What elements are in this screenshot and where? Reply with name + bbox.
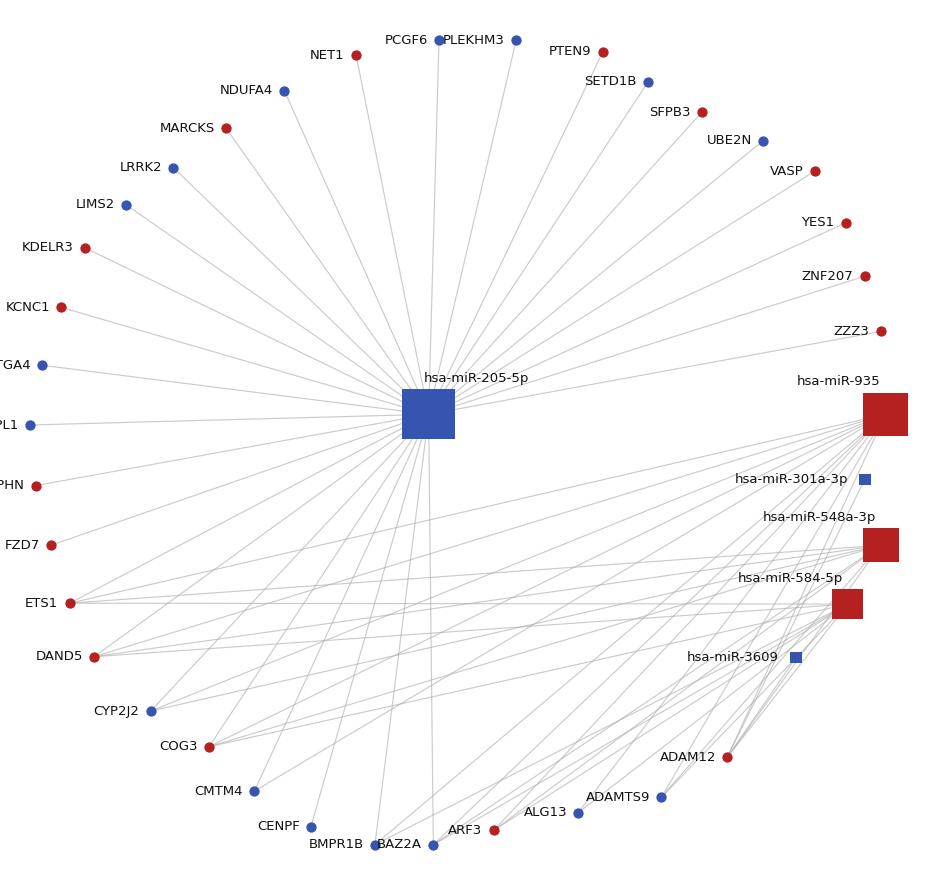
Point	[349, 48, 364, 62]
Bar	[863, 393, 908, 436]
Point	[486, 823, 501, 838]
Text: NDUFA4: NDUFA4	[219, 85, 273, 97]
Text: CENPF: CENPF	[257, 821, 300, 833]
Point	[247, 784, 262, 798]
Text: GPHN: GPHN	[0, 479, 24, 492]
Text: COG3: COG3	[159, 740, 198, 753]
Text: ARF3: ARF3	[448, 824, 482, 837]
Text: ZNF207: ZNF207	[802, 270, 853, 282]
Text: hsa-miR-205-5p: hsa-miR-205-5p	[424, 372, 529, 385]
Point	[509, 33, 524, 47]
Point	[595, 45, 610, 59]
Text: KCNC1: KCNC1	[6, 301, 50, 314]
Text: hsa-miR-301a-3p: hsa-miR-301a-3p	[735, 473, 848, 486]
Text: SFPB3: SFPB3	[649, 106, 690, 119]
Text: PCGF6: PCGF6	[384, 34, 428, 46]
Point	[720, 750, 735, 764]
Text: BAZ2A: BAZ2A	[377, 838, 422, 851]
Text: ALG13: ALG13	[524, 806, 567, 819]
Text: hsa-miR-548a-3p: hsa-miR-548a-3p	[763, 511, 876, 524]
Bar	[789, 652, 803, 663]
Point	[571, 805, 586, 820]
Text: FZD7: FZD7	[5, 539, 40, 552]
Text: NET1: NET1	[310, 49, 345, 61]
Bar	[863, 528, 899, 562]
Point	[28, 478, 43, 493]
Point	[35, 358, 50, 372]
Point	[54, 300, 69, 315]
Text: MARCKS: MARCKS	[159, 122, 215, 135]
Point	[87, 650, 102, 664]
Text: ETS1: ETS1	[25, 597, 58, 609]
Point	[166, 160, 181, 175]
Point	[23, 418, 38, 432]
Text: LRRK2: LRRK2	[120, 161, 162, 174]
Point	[62, 596, 77, 610]
Point	[303, 820, 318, 834]
Text: CYP2J2: CYP2J2	[93, 705, 139, 717]
Point	[873, 324, 888, 339]
Text: SETD1B: SETD1B	[584, 76, 637, 88]
Point	[857, 269, 872, 283]
Text: INPPL1: INPPL1	[0, 419, 19, 431]
Text: BMPR1B: BMPR1B	[308, 838, 364, 851]
Point	[654, 790, 669, 805]
Text: hsa-miR-935: hsa-miR-935	[797, 375, 881, 388]
Text: DAND5: DAND5	[36, 650, 83, 663]
Text: ADAMTS9: ADAMTS9	[586, 791, 650, 804]
Point	[143, 704, 158, 718]
Bar	[833, 590, 864, 618]
Point	[838, 216, 853, 230]
Text: ADAM12: ADAM12	[659, 751, 716, 764]
Point	[426, 838, 441, 852]
Text: hsa-miR-3609: hsa-miR-3609	[687, 651, 779, 664]
Text: YES1: YES1	[802, 217, 835, 229]
Text: LIMS2: LIMS2	[75, 199, 115, 211]
Bar	[859, 473, 870, 485]
Point	[641, 75, 656, 89]
Text: PTEN9: PTEN9	[549, 45, 592, 58]
Point	[367, 838, 382, 852]
Text: UBE2N: UBE2N	[706, 135, 752, 147]
Point	[431, 33, 447, 47]
Text: ZZZ3: ZZZ3	[834, 325, 869, 338]
Point	[807, 164, 822, 178]
Point	[119, 198, 134, 212]
Bar	[402, 389, 455, 439]
Text: hsa-miR-584-5p: hsa-miR-584-5p	[738, 572, 843, 584]
Point	[755, 134, 771, 148]
Point	[43, 538, 58, 552]
Text: PLEKHM3: PLEKHM3	[443, 34, 505, 46]
Text: CMTM4: CMTM4	[195, 785, 243, 797]
Point	[219, 121, 234, 135]
Text: VASP: VASP	[770, 165, 804, 177]
Point	[202, 740, 217, 754]
Point	[694, 105, 709, 119]
Point	[277, 84, 292, 98]
Text: KDELR3: KDELR3	[22, 241, 73, 254]
Point	[77, 241, 92, 255]
Text: ITGA4: ITGA4	[0, 359, 31, 372]
